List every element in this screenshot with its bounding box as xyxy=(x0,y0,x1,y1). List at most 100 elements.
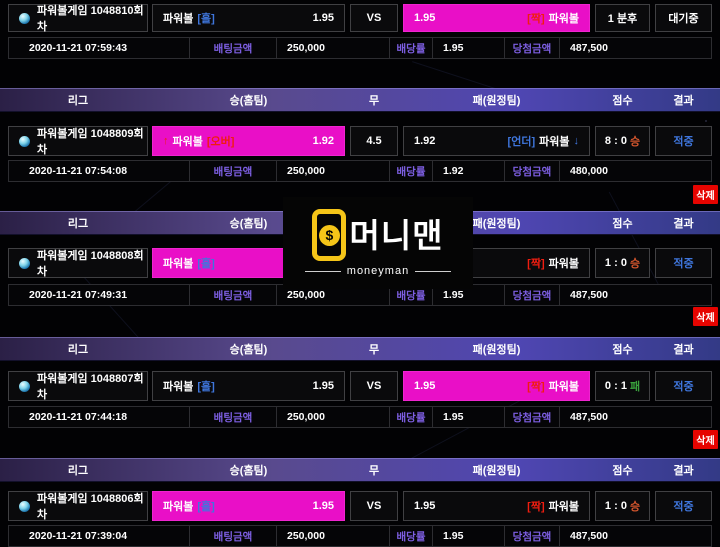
logo-brand-korean: 머니맨 xyxy=(349,216,444,254)
bet-amount-label: 배팅금액 xyxy=(190,525,277,547)
odds-label: 배당률 xyxy=(390,525,433,547)
win-amount-value: 487,500 xyxy=(560,284,712,306)
bet-datetime: 2020-11-21 07:44:18 xyxy=(8,406,190,428)
home-bet-label: ↑ 파워볼 [오버] xyxy=(163,135,235,148)
away-odds: 1.95 xyxy=(414,380,436,392)
arrow-down-icon: ↓ xyxy=(573,135,580,147)
home-bet-tag: [오버] xyxy=(206,136,235,148)
game-name-cell: 파워볼게임 1048810회차 xyxy=(8,4,148,33)
bet-amount-value: 250,000 xyxy=(277,160,390,182)
header-score: 점수 xyxy=(612,95,633,107)
bet-datetime: 2020-11-21 07:49:31 xyxy=(8,284,190,306)
game-name: 파워볼게임 1048807회차 xyxy=(37,373,144,401)
win-amount-label: 당첨금액 xyxy=(505,525,560,547)
draw-cell[interactable]: VS xyxy=(350,371,398,401)
home-bet-tag: [홀] xyxy=(197,381,215,393)
home-odds: 1.95 xyxy=(312,12,334,24)
score-cell: 8 : 0 승 xyxy=(595,126,650,156)
logo-line xyxy=(304,270,341,272)
score-outcome: 승 xyxy=(629,136,641,148)
result-cell: 적중 xyxy=(655,491,712,521)
background-decoration xyxy=(705,120,707,122)
arrow-up-icon: ↑ xyxy=(163,135,169,147)
header-score: 점수 xyxy=(612,465,633,477)
header-away-win: 패(원정팀) xyxy=(472,218,521,230)
header-draw: 무 xyxy=(368,465,380,477)
away-bet-label: [짝] 파워볼 xyxy=(527,498,579,514)
home-bet-cell-selected[interactable]: 파워볼 [홀] 1.95 xyxy=(152,491,345,521)
background-decoration xyxy=(412,61,498,90)
bet-row: 파워볼게임 1048810회차 파워볼 [홀] 1.95 VS 1.95 [짝]… xyxy=(8,4,712,33)
game-name-cell: 파워볼게임 1048808회차 xyxy=(8,248,148,278)
home-odds: 1.92 xyxy=(312,135,334,147)
home-bet-cell-selected[interactable]: ↑ 파워볼 [오버] 1.92 xyxy=(152,126,345,156)
delete-button[interactable]: 삭제 xyxy=(693,185,718,204)
header-result: 결과 xyxy=(673,344,694,356)
table-header: 리그 승(홈팀) 무 패(원정팀) 점수 결과 xyxy=(0,458,720,482)
powerball-icon xyxy=(19,500,30,512)
odds-label: 배당률 xyxy=(390,37,433,59)
header-league: 리그 xyxy=(67,95,89,107)
bet-info-row: 2020-11-21 07:44:18 배팅금액 250,000 배당률 1.9… xyxy=(8,406,712,428)
home-bet-label: 파워볼 [홀] xyxy=(163,498,215,514)
home-bet-tag: [홀] xyxy=(197,258,215,270)
away-bet-cell[interactable]: 1.95 [짝] 파워볼 xyxy=(403,491,590,521)
table-header: 리그 승(홈팀) 무 패(원정팀) 점수 결과 xyxy=(0,337,720,361)
game-name: 파워볼게임 1048810회차 xyxy=(37,5,144,33)
bet-row: 파워볼게임 1048807회차 파워볼 [홀] 1.95 VS 1.95 [짝]… xyxy=(8,371,712,401)
header-result: 결과 xyxy=(673,465,694,477)
powerball-icon xyxy=(19,12,30,24)
header-away-win: 패(원정팀) xyxy=(472,465,521,477)
win-amount-label: 당첨금액 xyxy=(505,37,560,59)
table-header: 리그 승(홈팀) 무 패(원정팀) 점수 결과 xyxy=(0,88,720,112)
away-odds: 1.95 xyxy=(414,500,436,512)
header-result: 결과 xyxy=(673,218,694,230)
bet-amount-value: 250,000 xyxy=(277,406,390,428)
home-bet-cell[interactable]: 파워볼 [홀] 1.95 xyxy=(152,4,345,32)
away-bet-cell[interactable]: 1.92 [언더] 파워볼 ↓ xyxy=(403,126,590,156)
phone-dollar-icon: $ xyxy=(312,209,347,261)
away-bet-label: [짝] 파워볼 xyxy=(527,10,579,26)
win-amount-label: 당첨금액 xyxy=(505,406,560,428)
away-bet-cell-selected[interactable]: 1.95 [짝] 파워볼 xyxy=(403,4,590,32)
home-odds: 1.95 xyxy=(312,380,334,392)
home-bet-label: 파워볼 [홀] xyxy=(163,378,215,394)
score-cell: 1 : 0 승 xyxy=(595,491,650,521)
draw-cell[interactable]: 4.5 xyxy=(350,126,398,156)
win-amount-value: 480,000 xyxy=(560,160,712,182)
status-badge: 적중 xyxy=(673,381,694,393)
home-odds: 1.95 xyxy=(312,500,334,512)
game-name: 파워볼게임 1048809회차 xyxy=(37,128,144,156)
delete-button[interactable]: 삭제 xyxy=(693,307,718,326)
score-cell: 1 분후 xyxy=(595,4,650,32)
bet-amount-label: 배팅금액 xyxy=(190,160,277,182)
draw-cell[interactable]: VS xyxy=(350,491,398,521)
away-bet-tag: [짝] xyxy=(527,13,545,25)
away-bet-cell-selected[interactable]: 1.95 [짝] 파워볼 xyxy=(403,371,590,401)
result-cell: 적중 xyxy=(655,126,712,156)
game-name: 파워볼게임 1048808회차 xyxy=(37,250,144,278)
header-home-win: 승(홈팀) xyxy=(229,95,268,107)
home-bet-cell[interactable]: 파워볼 [홀] 1.95 xyxy=(152,371,345,401)
bet-info-row: 2020-11-21 07:59:43 배팅금액 250,000 배당률 1.9… xyxy=(8,37,712,59)
win-amount-value: 487,500 xyxy=(560,406,712,428)
header-league: 리그 xyxy=(67,344,89,356)
away-bet-tag: [짝] xyxy=(527,258,545,270)
status-badge: 대기중 xyxy=(668,13,699,25)
home-bet-label: 파워볼 [홀] xyxy=(163,10,215,26)
away-bet-tag: [언더] xyxy=(507,136,536,148)
bet-datetime: 2020-11-21 07:54:08 xyxy=(8,160,190,182)
header-league: 리그 xyxy=(67,465,89,477)
home-bet-tag: [홀] xyxy=(197,13,215,25)
draw-cell[interactable]: VS xyxy=(350,4,398,32)
bet-amount-label: 배팅금액 xyxy=(190,406,277,428)
bet-amount-label: 배팅금액 xyxy=(190,37,277,59)
odds-value: 1.95 xyxy=(433,525,505,547)
header-league: 리그 xyxy=(67,218,89,230)
bet-datetime: 2020-11-21 07:39:04 xyxy=(8,525,190,547)
result-cell: 적중 xyxy=(655,248,712,278)
delete-button[interactable]: 삭제 xyxy=(693,430,718,449)
away-odds: 1.92 xyxy=(414,135,436,147)
bet-info-row: 2020-11-21 07:49:31 배팅금액 250,000 배당률 1.9… xyxy=(8,284,712,306)
bet-row: 파워볼게임 1048806회차 파워볼 [홀] 1.95 VS 1.95 [짝]… xyxy=(8,491,712,521)
